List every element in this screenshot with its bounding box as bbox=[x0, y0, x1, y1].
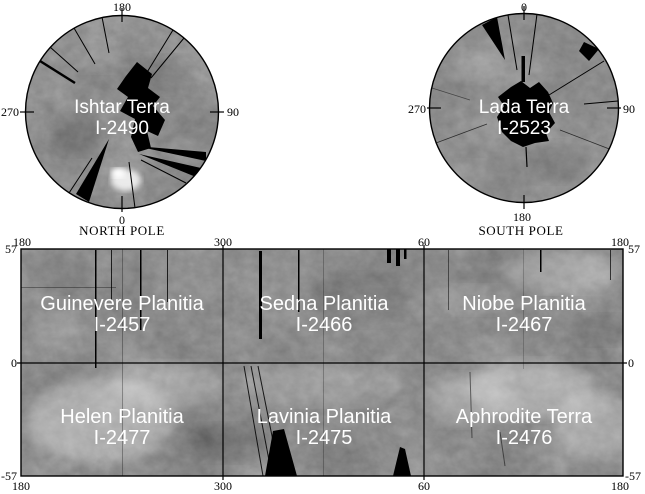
quad-label-sedna-planitia: Sedna Planitia I-2466 bbox=[224, 294, 424, 336]
north-tick-right-label: 90 bbox=[227, 105, 239, 119]
eq-bottom-tick-300: 300 bbox=[214, 479, 232, 493]
south-region-name: Lada Terra bbox=[478, 97, 570, 118]
north-tick-left-label: 270 bbox=[1, 105, 19, 119]
south-tick-bottom-label: 180 bbox=[513, 210, 531, 224]
quad-label-aphrodite-terra: Aphrodite Terra I-2476 bbox=[425, 407, 623, 449]
quad-sheet: I-2467 bbox=[495, 314, 553, 336]
north-polar-disc-texture bbox=[25, 15, 219, 209]
north-sheet-id: I-2490 bbox=[95, 118, 149, 139]
eq-top-tick-60: 60 bbox=[418, 235, 430, 249]
eq-bottom-tick-60: 60 bbox=[418, 479, 430, 493]
eq-left-tick-0: 0 bbox=[11, 356, 17, 370]
eq-bottom-tick-180-left: 180 bbox=[12, 479, 30, 493]
eq-right-tick-0: 0 bbox=[628, 356, 634, 370]
south-tick-top-label: 0 bbox=[521, 0, 527, 14]
quad-name: Aphrodite Terra bbox=[455, 406, 593, 428]
south-polar-disc-texture bbox=[429, 13, 619, 203]
quad-label-helen-planitia: Helen Planitia I-2477 bbox=[21, 407, 223, 449]
quad-name: Guinevere Planitia bbox=[40, 293, 204, 315]
north-region-name: Ishtar Terra bbox=[74, 97, 170, 118]
north-tick-top-label: 180 bbox=[113, 0, 131, 14]
quad-sheet: I-2457 bbox=[93, 314, 151, 336]
eq-top-tick-300: 300 bbox=[214, 235, 232, 249]
eq-top-tick-180-right: 180 bbox=[611, 235, 629, 249]
south-region-label: Lada Terra I-2523 bbox=[444, 97, 604, 139]
quad-label-lavinia-planitia: Lavinia Planitia I-2475 bbox=[224, 407, 424, 449]
north-region-label: Ishtar Terra I-2490 bbox=[42, 97, 202, 139]
quad-name: Lavinia Planitia bbox=[256, 406, 392, 428]
quad-name: Niobe Planitia bbox=[462, 293, 586, 315]
south-tick-right-label: 90 bbox=[623, 102, 635, 116]
eq-left-tick-neg57: -57 bbox=[1, 469, 17, 483]
south-polar-ticks bbox=[427, 6, 621, 209]
quad-name: Helen Planitia bbox=[60, 406, 184, 428]
eq-right-tick-57: 57 bbox=[628, 242, 640, 256]
eq-top-tick-180-left: 180 bbox=[13, 235, 31, 249]
equatorial-map-gridlines bbox=[17, 245, 627, 480]
south-tick-left-label: 270 bbox=[408, 102, 426, 116]
quad-label-guinevere-planitia: Guinevere Planitia I-2457 bbox=[21, 294, 223, 336]
eq-left-tick-57: 57 bbox=[5, 242, 17, 256]
north-polar-ticks bbox=[20, 8, 224, 212]
quad-sheet: I-2466 bbox=[295, 314, 353, 336]
south-sheet-id: I-2523 bbox=[497, 118, 551, 139]
quad-sheet: I-2476 bbox=[495, 427, 553, 449]
equatorial-map-border bbox=[20, 248, 624, 477]
south-pole-caption: SOUTH POLE bbox=[478, 223, 564, 238]
eq-right-tick-neg57: -57 bbox=[625, 469, 641, 483]
quad-sheet: I-2475 bbox=[295, 427, 353, 449]
quad-label-niobe-planitia: Niobe Planitia I-2467 bbox=[425, 294, 623, 336]
eq-bottom-tick-180-right: 180 bbox=[611, 479, 629, 493]
quad-sheet: I-2477 bbox=[93, 427, 151, 449]
north-pole-caption: NORTH POLE bbox=[79, 223, 165, 238]
quad-name: Sedna Planitia bbox=[259, 293, 389, 315]
north-tick-bottom-label: 0 bbox=[119, 213, 125, 227]
